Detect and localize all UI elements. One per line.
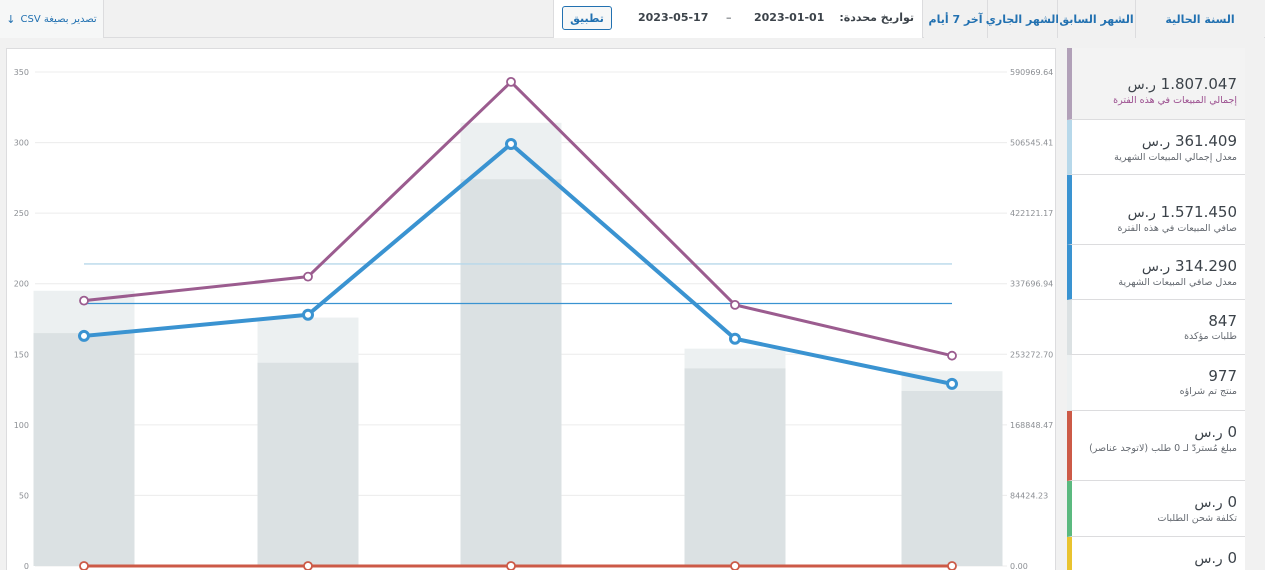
net_sales-point	[946, 377, 958, 390]
right-axis-tick-label: 422121.17	[1010, 209, 1053, 218]
legend-description: صافي المبيعات في هذه الفترة	[1117, 223, 1237, 234]
left-axis-tick-label: 300	[14, 139, 29, 148]
legend-amount: 0 ر.س	[1078, 549, 1237, 568]
legend-amount-value: 0	[1227, 493, 1237, 511]
export-csv-button[interactable]: تصدير بصيغة CSV ↓	[0, 0, 104, 38]
range-tabs: آخر 7 أيام الشهر الجاري الشهر السابق الس…	[924, 0, 1264, 38]
refunds-point	[79, 561, 89, 570]
net_sales-point	[78, 329, 90, 342]
legend-description: إجمالي المبيعات في هذه الفترة	[1113, 95, 1237, 106]
download-arrow-icon: ↓	[6, 12, 16, 26]
refunds-point	[947, 561, 957, 570]
refunds-point	[506, 561, 516, 570]
legend-amount: 1.571.450 ر.س	[1078, 203, 1237, 222]
legend-description: معدل إجمالي المبيعات الشهرية	[1114, 152, 1237, 163]
left-axis-tick-label: 100	[14, 421, 29, 430]
legend-currency: ر.س	[1194, 495, 1223, 511]
left-axis-tick-label: 0	[24, 562, 29, 570]
items-bar	[33, 333, 135, 566]
left-axis-tick-label: 200	[14, 280, 29, 289]
right-axis-tick-label: 590969.64	[1010, 68, 1053, 77]
legend-description: مبلغ مُستردّ لـ 0 طلب (لاتوجد عناصر)	[1089, 443, 1237, 454]
right-axis-tick-label: 506545.41	[1010, 139, 1053, 148]
legend-currency: ر.س	[1141, 259, 1171, 275]
legend-amount-value: 1.807.047	[1160, 75, 1237, 93]
legend-amount: 0 ر.س	[1078, 493, 1237, 512]
legend-item-orders[interactable]: 847 طلبات مؤكدة	[1067, 300, 1245, 355]
legend-amount: 0 ر.س	[1078, 423, 1237, 442]
items-bar	[460, 179, 562, 567]
legend-amount-value: 977	[1208, 367, 1237, 385]
legend-amount-value: 847	[1208, 312, 1237, 330]
date-separator: –	[726, 11, 732, 24]
date-end-input[interactable]: 2023-05-17	[638, 11, 709, 24]
legend-amount-value: 1.571.450	[1160, 203, 1237, 221]
legend-item-shipping[interactable]: 0 ر.س تكلفة شحن الطلبات	[1067, 481, 1245, 537]
legend-currency: ر.س	[1127, 77, 1156, 93]
net_sales-point	[302, 308, 314, 321]
legend-amount-value: 0	[1227, 549, 1237, 567]
right-axis-tick-label: 0.00	[1010, 562, 1028, 570]
legend-currency: ر.س	[1194, 551, 1223, 567]
left-axis-tick-label: 50	[19, 491, 29, 500]
apply-button[interactable]: تطبيق	[562, 6, 612, 30]
legend-item-avg-gross-sales[interactable]: 361.409 ر.س معدل إجمالي المبيعات الشهرية	[1067, 120, 1245, 175]
left-axis-tick-label: 350	[14, 68, 29, 77]
gross_sales-point	[506, 76, 516, 87]
legend-item-items-purchased[interactable]: 977 منتج تم شراؤه	[1067, 355, 1245, 411]
legend-currency: ر.س	[1194, 425, 1223, 441]
sales-chart: 0 0.00 50 84424.23 100 168848.47 150 253272.70 2…	[6, 48, 1056, 570]
refunds-point	[730, 561, 740, 570]
legend-currency: ر.س	[1141, 134, 1171, 150]
chart-svg: 0 0.00 50 84424.23 100 168848.47 150 253272.70 2…	[14, 68, 1053, 570]
legend-item-gross-sales[interactable]: 1.807.047 ر.س إجمالي المبيعات في هذه الفت…	[1067, 48, 1245, 120]
legend-amount: 977	[1078, 367, 1237, 385]
export-csv-label: تصدير بصيغة CSV	[20, 13, 97, 25]
legend-currency: ر.س	[1127, 205, 1156, 221]
legend-amount-value: 314.290	[1174, 257, 1237, 275]
legend-description: طلبات مؤكدة	[1184, 331, 1237, 342]
legend-amount-value: 0	[1227, 423, 1237, 441]
legend-amount: 847	[1078, 312, 1237, 330]
legend-item-coupons[interactable]: 0 ر.س	[1067, 537, 1245, 570]
tab-current-month[interactable]: الشهر الجاري	[986, 0, 1059, 38]
custom-date-range: تطبيق 2023-05-17 – 2023-01-01 تواريخ محد…	[553, 0, 923, 38]
custom-dates-label: تواريخ محددة:	[839, 11, 914, 24]
right-axis-tick-label: 84424.23	[1010, 491, 1048, 500]
gross_sales-point	[730, 299, 740, 310]
gross_sales-point	[947, 350, 957, 361]
legend-description: تكلفة شحن الطلبات	[1157, 513, 1237, 524]
legend-amount: 314.290 ر.س	[1078, 257, 1237, 276]
gross_sales-point	[79, 295, 89, 306]
tab-previous-month[interactable]: الشهر السابق	[1058, 0, 1136, 38]
gross_sales-point	[303, 271, 313, 282]
right-axis-tick-label: 337696.94	[1010, 280, 1053, 289]
right-axis-tick-label: 253272.70	[1010, 350, 1053, 359]
legend-description: معدل صافي المبيعات الشهرية	[1118, 277, 1237, 288]
legend-item-avg-net-sales[interactable]: 314.290 ر.س معدل صافي المبيعات الشهرية	[1067, 245, 1245, 300]
chart-legend: 1.807.047 ر.س إجمالي المبيعات في هذه الفت…	[1067, 48, 1245, 570]
legend-amount-value: 361.409	[1174, 132, 1237, 150]
legend-item-net-sales[interactable]: 1.571.450 ر.س صافي المبيعات في هذه الفترة	[1067, 175, 1245, 245]
left-axis-tick-label: 250	[14, 209, 29, 218]
left-axis-tick-label: 150	[14, 350, 29, 359]
net_sales-point	[505, 137, 517, 150]
right-axis-tick-label: 168848.47	[1010, 421, 1053, 430]
legend-description: منتج تم شراؤه	[1179, 386, 1237, 397]
refunds-point	[303, 561, 313, 570]
date-start-input[interactable]: 2023-01-01	[754, 11, 825, 24]
tab-current-year[interactable]: السنة الحالية	[1136, 0, 1264, 38]
top-toolbar: تصدير بصيغة CSV ↓ تطبيق 2023-05-17 – 202…	[0, 0, 1265, 38]
net_sales-point	[729, 332, 741, 345]
legend-amount: 1.807.047 ر.س	[1078, 75, 1237, 94]
legend-item-refunds[interactable]: 0 ر.س مبلغ مُستردّ لـ 0 طلب (لاتوجد عناصر…	[1067, 411, 1245, 481]
items-bar	[257, 362, 359, 566]
legend-amount: 361.409 ر.س	[1078, 132, 1237, 151]
tab-last-7-days[interactable]: آخر 7 أيام	[924, 0, 988, 38]
items-bar	[901, 390, 1003, 566]
items-bar	[684, 368, 786, 566]
